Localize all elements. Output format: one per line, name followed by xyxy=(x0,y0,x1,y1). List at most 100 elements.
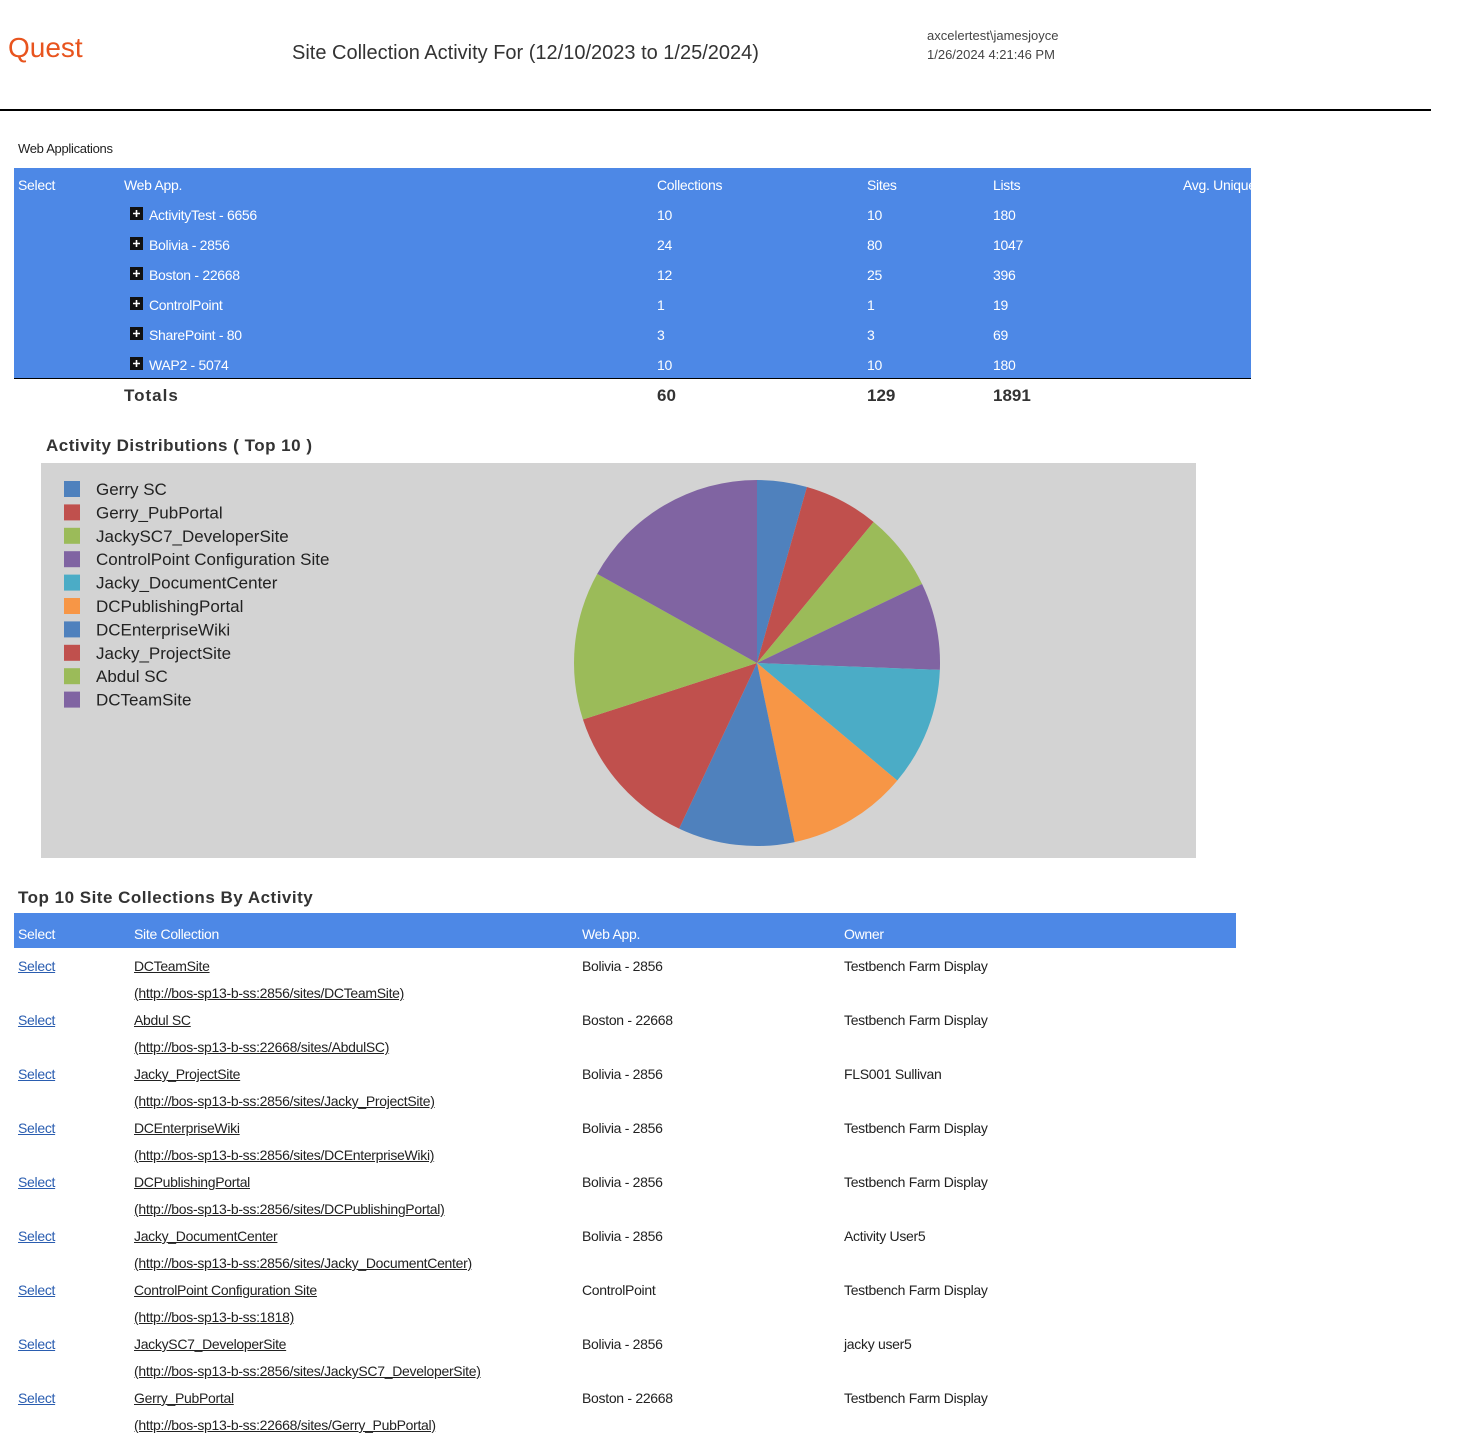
site-link[interactable]: DCTeamSite xyxy=(134,958,210,974)
icon-plus xyxy=(133,300,140,307)
icon-plus xyxy=(133,360,140,367)
web-app: Boston - 22668 xyxy=(582,1390,673,1406)
owner: Testbench Farm Display xyxy=(844,958,988,974)
web-app-name: ControlPoint xyxy=(149,297,223,313)
cell: 10 xyxy=(867,207,882,223)
column-header: Web App. xyxy=(124,177,183,193)
site-url[interactable]: (http://bos-sp13-b-ss:2856/sites/JackySC… xyxy=(134,1363,481,1379)
select-link[interactable]: Select xyxy=(18,1120,56,1136)
cell: 10 xyxy=(657,207,672,223)
pie-chart: Gerry SC Gerry_PubPortal JackySC7_Develope… xyxy=(41,463,1196,858)
web-app-name: Boston - 22668 xyxy=(149,267,240,283)
site-url[interactable]: (http://bos-sp13-b-ss:2856/sites/DCTeamS… xyxy=(134,985,405,1001)
expand-icon[interactable] xyxy=(130,237,143,250)
column-header: Select xyxy=(18,177,56,193)
cell: 3 xyxy=(867,327,875,343)
legend-swatch xyxy=(64,504,80,521)
select-link[interactable]: Select xyxy=(18,958,56,974)
owner: FLS001 Sullivan xyxy=(844,1066,942,1082)
site-link[interactable]: Jacky_DocumentCenter xyxy=(134,1228,278,1244)
select-link[interactable]: Select xyxy=(18,1174,56,1190)
user: axcelertest\jamesjoyce xyxy=(927,28,1059,43)
web-app-name: SharePoint - 80 xyxy=(149,327,242,343)
site-link[interactable]: DCEnterpriseWiki xyxy=(134,1120,240,1136)
cell: 1 xyxy=(657,297,665,313)
select-link[interactable]: Select xyxy=(18,1390,56,1406)
site-url[interactable]: (http://bos-sp13-b-ss:2856/sites/DCPubli… xyxy=(134,1201,445,1217)
cell: 396 xyxy=(993,267,1016,283)
web-app: Bolivia - 2856 xyxy=(582,958,663,974)
pie-slice xyxy=(757,663,898,843)
select-link[interactable]: Select xyxy=(18,1282,56,1298)
select-link[interactable]: Select xyxy=(18,1336,56,1352)
site-link[interactable]: JackySC7_DeveloperSite xyxy=(134,1336,287,1352)
report-title: Site Collection Activity For (12/10/2023… xyxy=(292,42,759,64)
web-app: Bolivia - 2856 xyxy=(582,1174,663,1190)
legend-swatch xyxy=(64,551,80,568)
site-url[interactable]: (http://bos-sp13-b-ss:22668/sites/Gerry_… xyxy=(134,1417,436,1433)
site-url[interactable]: (http://bos-sp13-b-ss:2856/sites/Jacky_D… xyxy=(134,1255,472,1271)
select-link[interactable]: Select xyxy=(18,1228,56,1244)
select-link[interactable]: Select xyxy=(18,1012,56,1028)
legend-label: ControlPoint Configuration Site xyxy=(96,550,329,569)
site-link[interactable]: Abdul SC xyxy=(134,1012,191,1028)
web-app: ControlPoint xyxy=(582,1282,656,1298)
cell: 10 xyxy=(657,357,672,373)
web-app: Bolivia - 2856 xyxy=(582,1228,663,1244)
cell: 12 xyxy=(657,267,672,283)
total: 1891 xyxy=(993,386,1031,405)
legend-label: DCEnterpriseWiki xyxy=(96,620,230,639)
site-url[interactable]: (http://bos-sp13-b-ss:2856/sites/Jacky_P… xyxy=(134,1093,435,1109)
pie-slice xyxy=(597,480,757,663)
site-link[interactable]: ControlPoint Configuration Site xyxy=(134,1282,317,1298)
site-link[interactable]: Jacky_ProjectSite xyxy=(134,1066,241,1082)
icon-plus xyxy=(133,270,140,277)
icon-plus xyxy=(133,330,140,337)
pie-slice xyxy=(757,521,923,663)
column-header: Avg. Unique xyxy=(1183,177,1251,193)
site-url[interactable]: (http://bos-sp13-b-ss:1818) xyxy=(134,1309,294,1325)
column-header: Lists xyxy=(993,177,1021,193)
column-header: Web App. xyxy=(582,926,641,942)
cell: 19 xyxy=(993,297,1008,313)
web-app-name: ActivityTest - 6656 xyxy=(149,207,257,223)
expand-icon[interactable] xyxy=(130,207,143,220)
table-rule xyxy=(14,378,1251,379)
owner: Activity User5 xyxy=(844,1228,926,1244)
legend-label: Abdul SC xyxy=(96,667,168,686)
legend-label: DCPublishingPortal xyxy=(96,597,243,616)
site-url[interactable]: (http://bos-sp13-b-ss:22668/sites/AbdulS… xyxy=(134,1039,390,1055)
section-title: Top 10 Site Collections By Activity xyxy=(18,888,314,907)
legend-swatch xyxy=(64,668,80,685)
expand-icon[interactable] xyxy=(130,297,143,310)
expand-icon[interactable] xyxy=(130,327,143,340)
owner: Testbench Farm Display xyxy=(844,1120,988,1136)
owner: jacky user5 xyxy=(844,1336,912,1352)
legend-swatch xyxy=(64,621,80,638)
chart-title: Activity Distributions ( Top 10 ) xyxy=(46,436,313,455)
web-app-name: WAP2 - 5074 xyxy=(149,357,229,373)
expand-icon[interactable] xyxy=(130,357,143,370)
icon-plus xyxy=(133,240,140,247)
legend-swatch xyxy=(64,527,80,544)
cell: 1 xyxy=(867,297,875,313)
legend-swatch xyxy=(64,481,80,497)
web-app-name: Bolivia - 2856 xyxy=(149,237,230,253)
site-link[interactable]: Gerry_PubPortal xyxy=(134,1390,234,1406)
column-header: Site Collection xyxy=(134,926,219,942)
web-app: Bolivia - 2856 xyxy=(582,1120,663,1136)
legend-label: Gerry_PubPortal xyxy=(96,503,223,522)
web-app: Boston - 22668 xyxy=(582,1012,673,1028)
owner: Testbench Farm Display xyxy=(844,1174,988,1190)
select-link[interactable]: Select xyxy=(18,1066,56,1082)
column-header: Sites xyxy=(867,177,897,193)
total: 60 xyxy=(657,386,676,405)
expand-icon[interactable] xyxy=(130,267,143,280)
pie-slice xyxy=(757,663,940,781)
owner: Testbench Farm Display xyxy=(844,1390,988,1406)
site-link[interactable]: DCPublishingPortal xyxy=(134,1174,250,1190)
pie-slice xyxy=(679,663,795,846)
legend-label: DCTeamSite xyxy=(96,691,191,710)
site-url[interactable]: (http://bos-sp13-b-ss:2856/sites/DCEnter… xyxy=(134,1147,435,1163)
